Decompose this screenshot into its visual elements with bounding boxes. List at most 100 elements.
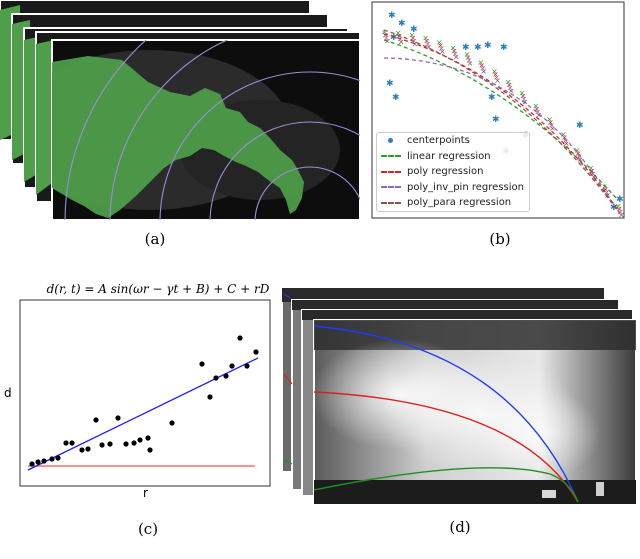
data-point (229, 363, 235, 369)
data-point (55, 455, 61, 461)
fit-cross-marker: × (604, 191, 611, 200)
data-point (199, 361, 205, 367)
fit-cross-marker: × (589, 169, 596, 178)
regression-curve (383, 29, 621, 215)
linear-fit-line (27, 357, 259, 471)
fit-cross-marker: × (425, 43, 432, 52)
data-point (244, 363, 250, 369)
data-point (237, 335, 243, 341)
fit-cross-marker: × (507, 83, 514, 92)
fit-cross-marker: × (410, 33, 417, 42)
legend-dash-marker (381, 167, 401, 177)
fit-cross-marker: × (494, 76, 501, 85)
panel-d (280, 284, 638, 506)
data-point (223, 373, 229, 379)
fit-cross-marker: × (465, 53, 472, 62)
fit-cross-marker: × (546, 115, 553, 124)
fit-cross-marker: × (398, 37, 405, 46)
fit-cross-marker: × (520, 92, 527, 101)
fit-cross-marker: × (587, 163, 594, 172)
fit-cross-marker: × (492, 70, 499, 79)
legend-label: poly regression (407, 166, 484, 178)
panel-a-stacked-frames (0, 0, 361, 221)
centerpoint-marker: ✱ (610, 203, 618, 213)
fit-cross-marker: × (382, 31, 389, 40)
legend-dash-marker (381, 151, 401, 161)
data-point (41, 458, 47, 464)
fit-cross-marker: × (467, 59, 474, 68)
fit-cross-marker: × (479, 64, 486, 73)
fit-cross-marker: × (508, 86, 515, 95)
centerpoint-marker: ✱ (398, 19, 406, 29)
centerpoint-marker: ✱ (616, 195, 624, 205)
fit-cross-marker: × (616, 205, 623, 214)
fit-cross-marker: × (397, 34, 404, 43)
fit-cross-marker: × (574, 146, 581, 155)
front-frame (283, 293, 637, 505)
fit-cross-marker: × (438, 44, 445, 53)
data-point (63, 440, 69, 446)
legend-label: poly_inv_pin regression (407, 181, 524, 193)
legend-entry: poly_para regression (377, 195, 529, 211)
fit-cross-marker: × (439, 47, 446, 56)
fit-cross-marker: × (409, 30, 416, 39)
fit-cross-marker: × (562, 136, 569, 145)
fit-cross-marker: × (437, 41, 444, 50)
fit-cross-marker: × (533, 104, 540, 113)
legend-entry: centerpoints (377, 133, 529, 149)
centerpoint-marker: ✱ (492, 115, 500, 125)
legend-label: linear regression (407, 150, 491, 162)
fit-cross-marker: × (532, 101, 539, 110)
fit-cross-marker: × (549, 124, 556, 133)
fit-cross-marker: × (480, 67, 487, 76)
panel-a (0, 0, 361, 222)
data-point (29, 461, 35, 467)
data-point (131, 440, 137, 446)
data-point (207, 394, 213, 400)
caption-a: (a) (144, 230, 166, 248)
fit-cross-marker: × (451, 46, 458, 55)
fit-cross-marker: × (422, 34, 429, 43)
panel-b: ✱✱✱✱✱✱✱✱✱✱✱✱✱✱✱✱✱ ××××××××××××××××××××××… (370, 0, 640, 222)
fit-cross-marker: × (477, 58, 484, 67)
fit-cross-marker: × (588, 166, 595, 175)
legend-label: centerpoints (407, 135, 470, 147)
fit-cross-marker: × (601, 182, 608, 191)
centerpoint-marker: ✱ (410, 25, 418, 35)
data-point (93, 417, 99, 423)
centerpoint-marker: ✱ (576, 121, 584, 131)
fit-cross-marker: × (522, 98, 529, 107)
data-point (169, 420, 175, 426)
data-point (35, 459, 41, 465)
fit-cross-marker: × (464, 50, 471, 59)
fit-cross-marker: × (615, 202, 622, 211)
fit-cross-marker: × (521, 95, 528, 104)
fit-cross-marker: × (547, 118, 554, 127)
fit-cross-marker: × (436, 38, 443, 47)
data-point (213, 375, 219, 381)
fit-cross-marker: × (411, 36, 418, 45)
fit-cross-marker: × (506, 80, 513, 89)
fit-cross-marker: × (534, 107, 541, 116)
fit-cross-marker: × (548, 121, 555, 130)
data-point (107, 441, 113, 447)
data-point (137, 437, 143, 443)
fit-cross-marker: × (602, 185, 609, 194)
nozzle-device-right (596, 482, 604, 496)
fit-cross-marker: × (519, 89, 526, 98)
fit-cross-marker: × (576, 152, 583, 161)
fit-cross-marker: × (412, 39, 419, 48)
fit-cross-marker: × (466, 56, 473, 65)
data-point (69, 440, 75, 446)
fit-cross-marker: × (575, 149, 582, 158)
legend-dash-marker (381, 198, 401, 208)
fit-cross-marker: × (590, 172, 597, 181)
panel-c-xlabel: r (143, 486, 148, 500)
data-point (145, 435, 151, 441)
centerpoint-marker: ✱ (474, 43, 482, 53)
fit-cross-marker: × (493, 73, 500, 82)
fit-cross-marker: × (424, 40, 431, 49)
fit-curve-red (314, 391, 579, 503)
range-circles (64, 40, 360, 220)
centerpoint-marker: ✱ (484, 41, 492, 51)
